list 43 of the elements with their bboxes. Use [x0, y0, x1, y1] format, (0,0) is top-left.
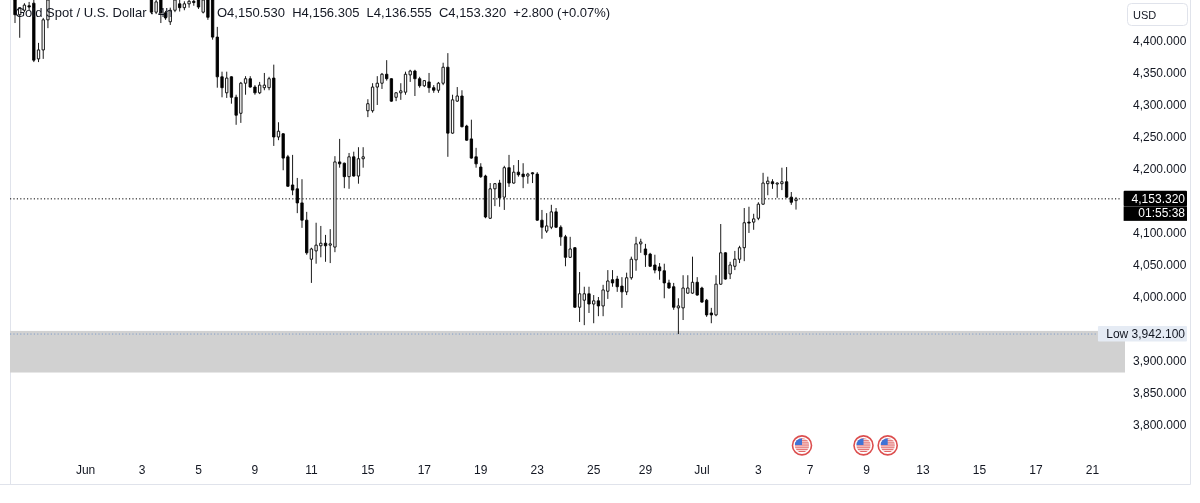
x-tick-label: 11 — [305, 463, 318, 477]
candlestick — [173, 0, 177, 13]
y-tick-label: 3,850.000 — [1133, 386, 1187, 400]
x-tick-label: 17 — [417, 463, 432, 477]
y-tick-label: 4,400.000 — [1133, 33, 1187, 48]
candlestick — [403, 71, 408, 96]
y-tick-label: 4,300.000 — [1133, 97, 1187, 112]
x-tick-label: 5 — [195, 463, 203, 477]
y-tick-label: 4,000.000 — [1133, 289, 1187, 304]
candlestick — [356, 146, 361, 185]
x-tick-label: 17 — [1029, 463, 1043, 477]
x-tick-label: 21 — [1085, 463, 1100, 477]
y-tick-label: 4,050.000 — [1133, 257, 1187, 272]
y-tick-label: 4,200.000 — [1133, 161, 1187, 176]
y-tick-label: 3,900.000 — [1133, 353, 1187, 368]
x-tick-label: 19 — [474, 463, 488, 477]
y-tick-label: 4,100.000 — [1133, 225, 1187, 240]
y-tick-label: 4,350.000 — [1133, 65, 1187, 80]
x-tick-label: Jul — [694, 463, 710, 477]
x-tick-label: 29 — [638, 463, 653, 477]
x-tick-label: 3 — [755, 463, 763, 477]
x-tick-label: 3 — [138, 463, 146, 477]
candlestick — [643, 243, 648, 268]
y-axis-title: USD — [1133, 8, 1157, 21]
x-tick-label: 25 — [587, 463, 601, 477]
x-tick-label: 7 — [806, 463, 814, 477]
x-tick-label: 13 — [916, 463, 931, 477]
ref-line-label: Low 3,942.100 — [1106, 327, 1186, 342]
ref-line-label: 4,153.320 — [1131, 191, 1186, 206]
y-tick-label: 3,800.000 — [1133, 418, 1187, 432]
x-tick-label: 15 — [972, 463, 987, 477]
candlestick — [690, 256, 695, 295]
text: 01:55:38 — [1138, 205, 1186, 220]
x-tick-label: 15 — [361, 463, 375, 477]
candlestick — [149, 0, 154, 15]
x-tick-label: Jun — [75, 463, 96, 477]
y-tick-label: 4,250.000 — [1133, 129, 1187, 144]
chart-subtitle: O4,150.530 H4,156.305 L4,136.555 C4,153.320 +2.800 (+0.07%) — [217, 5, 611, 20]
candlestick — [196, 0, 201, 10]
x-tick-label: 23 — [530, 463, 545, 477]
x-tick-label: 9 — [863, 463, 871, 477]
candlestick — [530, 171, 535, 184]
x-tick-label: 9 — [251, 463, 259, 477]
